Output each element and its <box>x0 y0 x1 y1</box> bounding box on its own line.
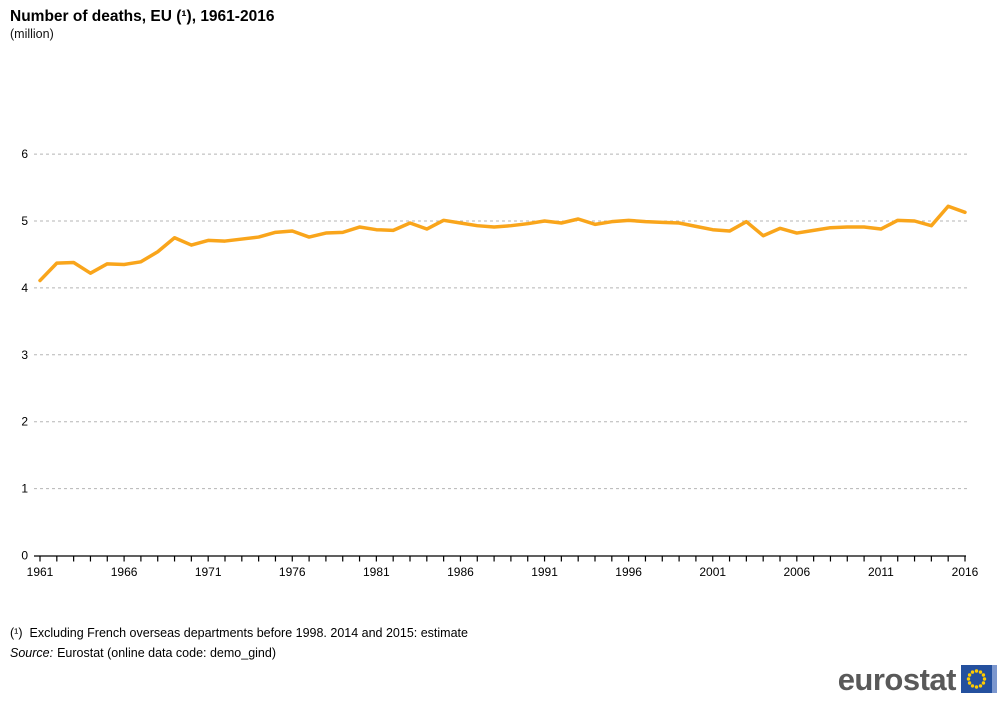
svg-text:2001: 2001 <box>699 565 726 579</box>
svg-text:2006: 2006 <box>783 565 810 579</box>
svg-text:1996: 1996 <box>615 565 642 579</box>
footnote-text: Excluding French overseas departments be… <box>29 626 468 640</box>
eu-flag-icon <box>961 665 997 693</box>
svg-text:0: 0 <box>21 549 28 563</box>
svg-text:1961: 1961 <box>27 565 54 579</box>
source-label: Source: <box>10 646 54 660</box>
svg-text:1981: 1981 <box>363 565 390 579</box>
svg-text:1971: 1971 <box>195 565 222 579</box>
footnote: (¹) Excluding French overseas departments… <box>10 626 468 640</box>
eurostat-wordmark: eurostat <box>837 662 957 697</box>
svg-text:1966: 1966 <box>111 565 138 579</box>
source-line: Source: Eurostat (online data code: demo_… <box>10 646 276 660</box>
svg-text:3: 3 <box>21 348 28 362</box>
svg-text:6: 6 <box>21 147 28 161</box>
page-title: Number of deaths, EU (¹), 1961-2016 <box>10 8 275 25</box>
line-chart: 0 1 2 3 4 5 6 1961 1966 1971 1976 1981 1986 1991 1996 2… <box>21 147 979 579</box>
eurostat-logo: eurostat <box>838 664 997 695</box>
svg-text:4: 4 <box>21 281 28 295</box>
svg-text:1991: 1991 <box>531 565 558 579</box>
chart-unit-subtitle: (million) <box>10 27 54 41</box>
svg-text:1: 1 <box>21 482 28 496</box>
svg-text:2016: 2016 <box>952 565 979 579</box>
svg-text:2: 2 <box>21 415 28 429</box>
svg-text:5: 5 <box>21 214 28 228</box>
source-text: Eurostat (online data code: demo_gind) <box>57 646 276 660</box>
footnote-marker: (¹) <box>10 626 23 640</box>
svg-text:1976: 1976 <box>279 565 306 579</box>
svg-text:2011: 2011 <box>868 565 894 579</box>
svg-text:1986: 1986 <box>447 565 474 579</box>
